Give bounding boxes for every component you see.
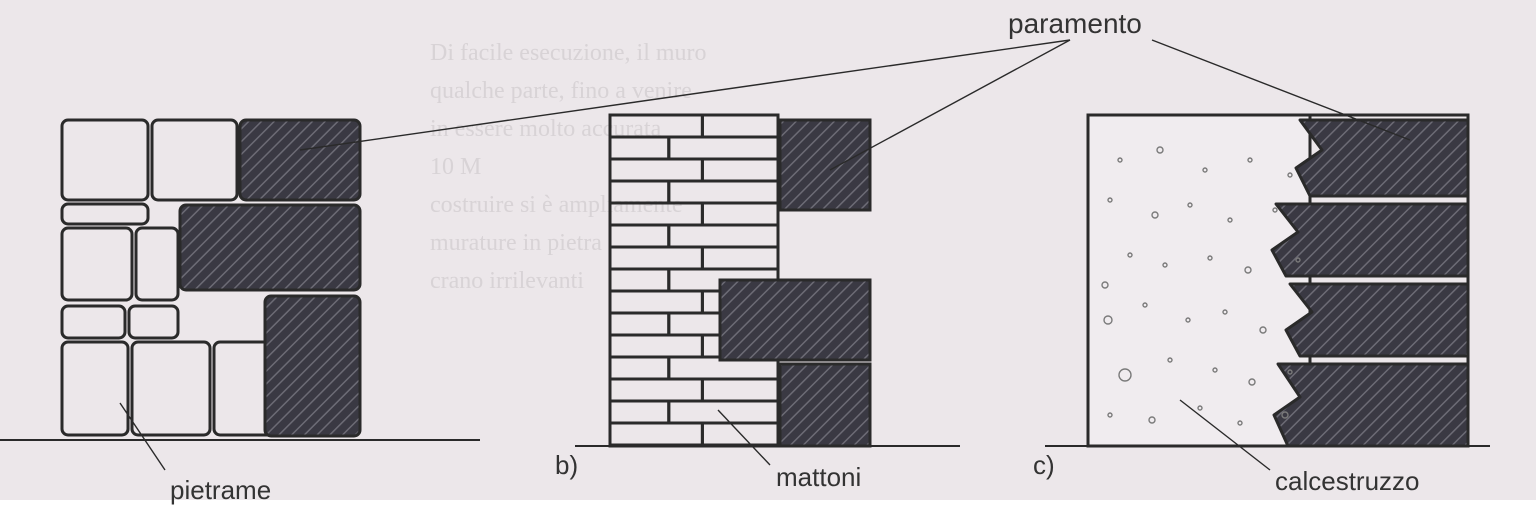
sublabel-c: c) xyxy=(1033,450,1055,481)
sublabel-b: b) xyxy=(555,450,578,481)
svg-text:crano irrilevanti: crano irrilevanti xyxy=(430,268,584,294)
svg-text:costruire si è ampliamente: costruire si è ampliamente xyxy=(430,192,683,218)
svg-text:murature in pietra: murature in pietra xyxy=(430,230,602,256)
svg-text:10 M: 10 M xyxy=(430,154,481,180)
svg-text:Di facile esecuzione, il muro: Di facile esecuzione, il muro xyxy=(430,40,707,66)
label-pietrame: pietrame xyxy=(170,475,271,506)
label-calcestruzzo: calcestruzzo xyxy=(1275,466,1420,497)
diagram-svg: Di facile esecuzione, il muroqualche par… xyxy=(0,0,1536,500)
label-mattoni: mattoni xyxy=(776,462,861,493)
label-paramento: paramento xyxy=(1008,8,1142,40)
